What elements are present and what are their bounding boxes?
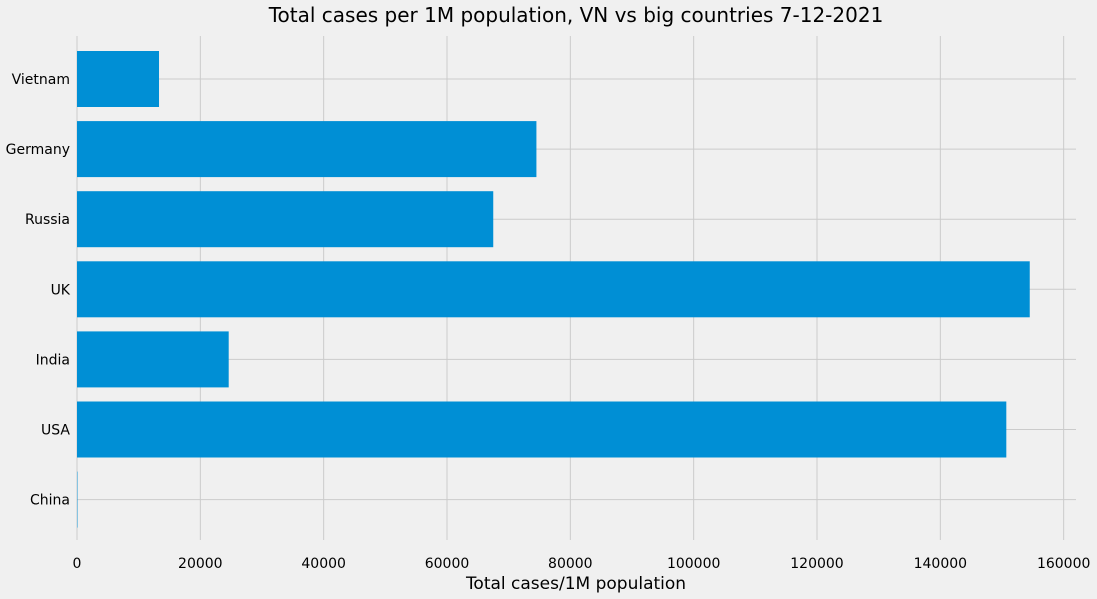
y-tick-labels: Vietnam Germany Russia UK India USA China: [6, 72, 71, 509]
x-tick-label: 140000: [914, 556, 967, 572]
x-tick-label: 0: [73, 556, 82, 572]
x-tick-label: 120000: [790, 556, 843, 572]
y-tick-label: China: [30, 493, 70, 509]
x-tick-label: 60000: [425, 556, 470, 572]
bars: [77, 51, 1030, 528]
y-tick-label: Germany: [6, 142, 70, 158]
x-tick-label: 160000: [1037, 556, 1090, 572]
x-axis-label: Total cases/1M population: [465, 574, 686, 594]
x-tick-label: 20000: [178, 556, 223, 572]
bar-vietnam: [77, 51, 160, 107]
bar-india: [77, 331, 229, 388]
chart-title: Total cases per 1M population, VN vs big…: [268, 3, 884, 27]
bar-russia: [77, 191, 494, 248]
x-tick-label: 100000: [667, 556, 720, 572]
bar-usa: [77, 401, 1007, 458]
x-tick-label: 80000: [548, 556, 593, 572]
x-tick-labels: 0 20000 40000 60000 80000 100000 120000 140000 1…: [73, 556, 1091, 572]
y-tick-label: India: [36, 352, 70, 368]
bar-uk: [77, 261, 1030, 318]
y-tick-label: USA: [41, 423, 70, 439]
y-tick-label: UK: [51, 282, 71, 298]
y-tick-label: Vietnam: [12, 72, 70, 88]
bar-germany: [77, 121, 537, 178]
x-tick-label: 40000: [301, 556, 346, 572]
y-tick-label: Russia: [25, 212, 70, 228]
